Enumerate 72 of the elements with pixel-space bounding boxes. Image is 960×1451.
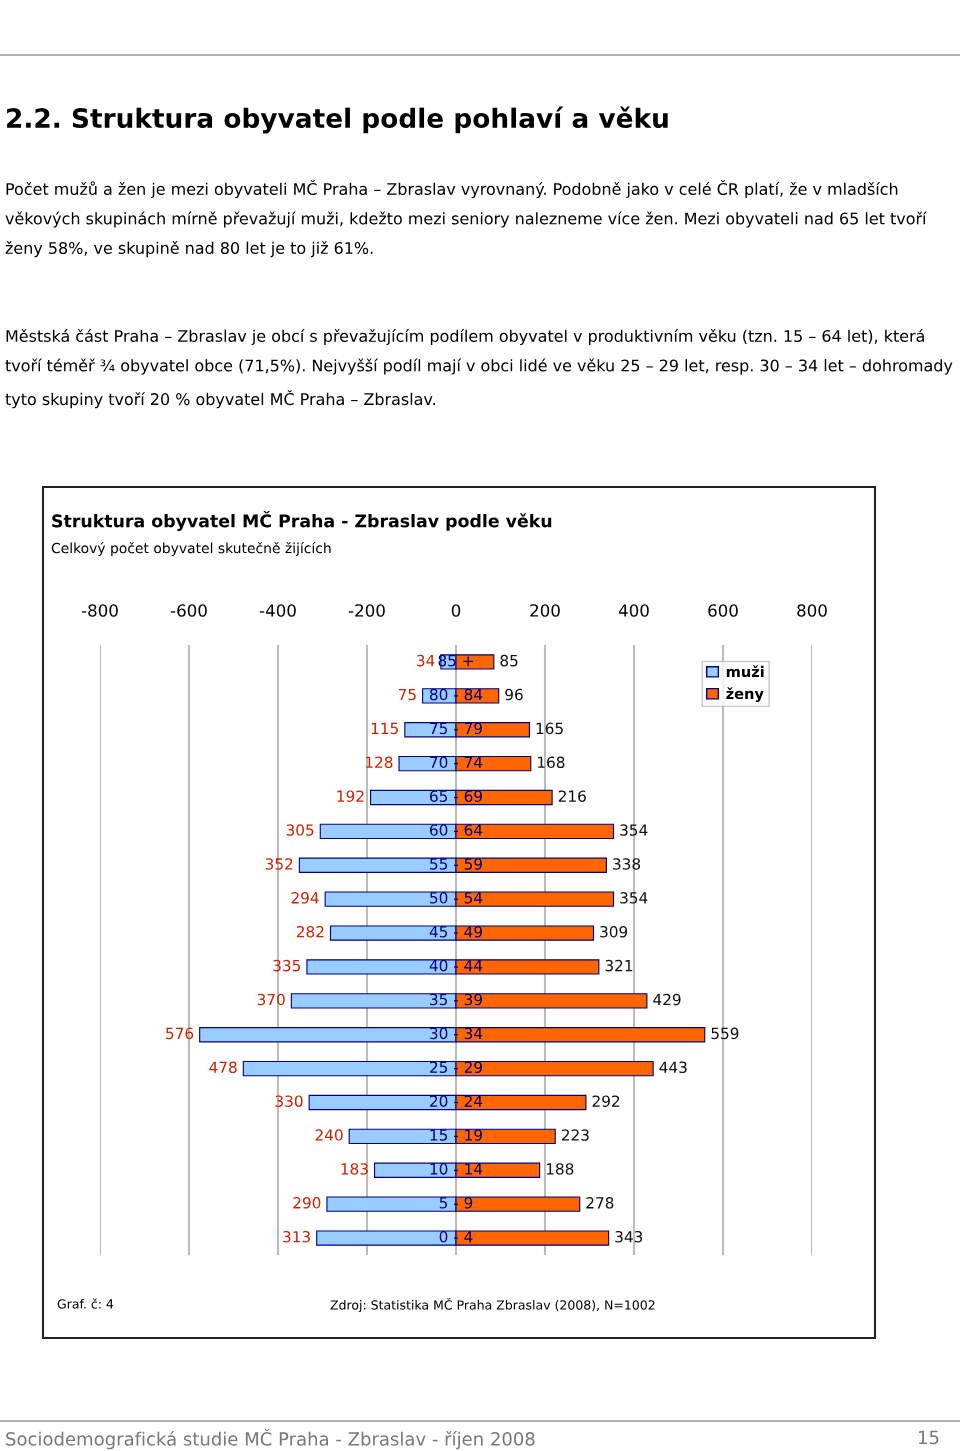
data-label: 34 <box>417 654 435 667</box>
data-label: 352 <box>265 858 293 870</box>
data-label: 183 <box>341 1163 368 1175</box>
x-tick-label: -600 <box>170 604 207 617</box>
x-tick-label: 0 <box>451 604 461 617</box>
data-label: 429 <box>653 993 681 1006</box>
legend-label: ženy <box>726 687 764 703</box>
x-tick-label: 600 <box>708 604 738 617</box>
text: 2.2. Struktura obyvatel podle pohlaví a věku <box>7 106 668 134</box>
y-tick-label: 15 - 19 <box>430 1129 482 1141</box>
data-label: 338 <box>613 858 641 870</box>
data-label: 278 <box>586 1197 614 1209</box>
x-tick-label: 800 <box>797 604 827 617</box>
x-tick-label: -400 <box>259 604 296 617</box>
data-label: 443 <box>659 1061 687 1074</box>
data-label: 96 <box>505 688 523 701</box>
text: Graf. č: 4 <box>57 1298 114 1309</box>
data-label: 309 <box>600 925 628 938</box>
data-label: 115 <box>371 722 398 735</box>
text: Městská část Praha – Zbraslav je obcí s převažujícím podílem obyvatel v produktivním věku (tzn. 15 – 64 let), která tvoří téměř ¾ obyvatel obce (71,5%). Nejvyšší podíl mají v obci lidé ve věku 25 – 29 let, resp. 30 – 34 let – dohromady tyto skupiny tvoří 20 % obyvatel MČ Praha – Zbraslav. <box>5 329 953 409</box>
y-tick-label: 80 - 84 <box>429 688 483 701</box>
data-label: 370 <box>257 993 285 1006</box>
data-label: 294 <box>291 892 319 904</box>
data-label: 290 <box>293 1197 321 1209</box>
y-tick-label: 45 - 49 <box>429 925 482 938</box>
data-label: 165 <box>536 722 563 735</box>
data-label: 216 <box>558 790 586 802</box>
y-tick-label: 25 - 29 <box>430 1061 482 1074</box>
data-label: 335 <box>273 959 301 972</box>
y-tick-label: 30 - 34 <box>430 1027 483 1040</box>
x-tick-label: 400 <box>618 604 649 617</box>
y-tick-label: 40 - 44 <box>429 959 483 972</box>
data-label: 354 <box>620 824 648 836</box>
y-tick-label: 10 - 14 <box>430 1163 483 1175</box>
data-label: 305 <box>286 824 314 836</box>
data-label: 85 <box>500 654 518 667</box>
y-tick-label: 50 - 54 <box>430 892 483 904</box>
chart-subtitle: Celkový počet obyvatel skutečně žijících <box>51 542 331 556</box>
y-tick-label: 75 - 79 <box>430 722 482 735</box>
data-label: 559 <box>711 1027 739 1040</box>
data-label: 354 <box>620 892 648 904</box>
y-tick-label: 55 - 59 <box>430 858 482 870</box>
data-label: 223 <box>561 1129 589 1141</box>
data-label: 192 <box>337 790 364 802</box>
data-label: 188 <box>546 1163 574 1175</box>
text: Zdroj: Statistika MČ Praha Zbraslav (2008), N=1002 <box>330 1297 655 1313</box>
data-label: 128 <box>366 756 393 769</box>
data-label: 321 <box>605 959 633 972</box>
y-tick-label: 20 - 24 <box>430 1095 483 1107</box>
y-tick-label: 5 - 9 <box>439 1197 473 1209</box>
y-tick-label: 0 - 4 <box>439 1230 473 1243</box>
chart-title: Struktura obyvatel MČ Praha - Zbraslav podle věku <box>52 511 552 531</box>
data-label: 292 <box>592 1095 620 1107</box>
data-label: 576 <box>166 1027 194 1040</box>
data-label: 240 <box>315 1129 343 1141</box>
x-tick-label: -200 <box>348 604 385 617</box>
data-label: 75 <box>398 688 416 701</box>
data-label: 168 <box>537 756 565 769</box>
data-label: 282 <box>296 925 324 938</box>
y-tick-label: 35 - 39 <box>430 993 482 1006</box>
data-label: 330 <box>275 1095 303 1107</box>
data-label: 478 <box>209 1061 237 1074</box>
x-tick-label: -800 <box>81 604 118 617</box>
y-tick-label: 70 - 74 <box>430 756 483 769</box>
text: Počet mužů a žen je mezi obyvateli MČ Praha – Zbraslav vyrovnaný. Podobně jako v celé ČR platí, že v mladších věkových skupinách mírně převažují muži, kdežto mezi seniory nalezneme více žen. Mezi obyvateli nad 65 let tvoří ženy 58%, ve skupině nad 80 let je to již 61%. <box>5 180 927 258</box>
text: 15 <box>919 1430 939 1445</box>
data-label: 343 <box>615 1230 643 1243</box>
data-label: 313 <box>283 1230 310 1243</box>
legend-label: muži <box>726 665 764 678</box>
text: Sociodemografická studie MČ Praha - Zbraslav - říjen 2008 <box>6 1428 535 1450</box>
x-tick-label: 200 <box>530 604 560 617</box>
y-tick-label: 60 - 64 <box>430 824 483 836</box>
